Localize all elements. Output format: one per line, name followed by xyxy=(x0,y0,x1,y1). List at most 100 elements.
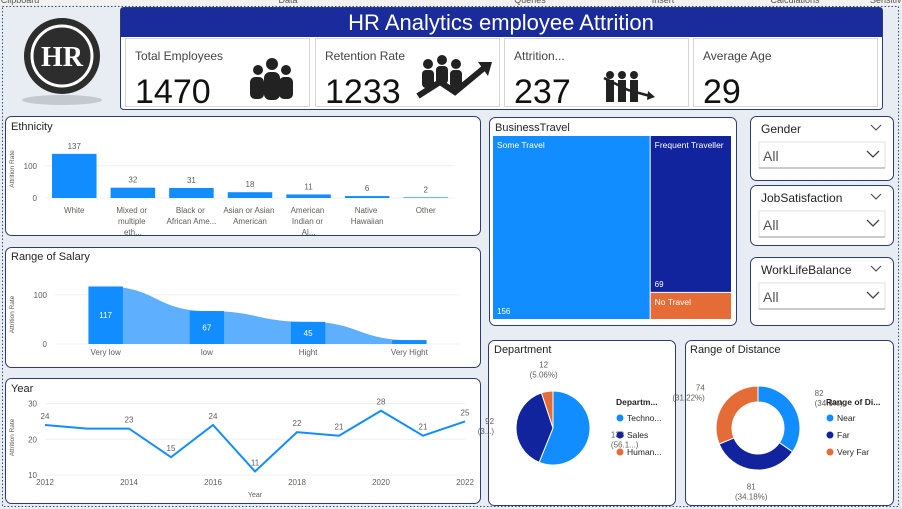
legend-swatch xyxy=(616,448,624,456)
data-label: 12 xyxy=(539,361,548,370)
data-label: 24 xyxy=(209,412,218,421)
slicer-chevron xyxy=(870,265,882,272)
slicer-dropdown xyxy=(758,282,886,310)
y-tick-label: 100 xyxy=(24,162,38,171)
slicer-chevron xyxy=(870,124,882,131)
data-label-percent: (5.06%) xyxy=(530,371,558,380)
kpi-card xyxy=(693,38,878,107)
data-label: 11 xyxy=(251,458,260,467)
legend-swatch xyxy=(826,448,834,456)
x-tick-label: Very low xyxy=(91,348,121,357)
ribbon-tab: Insert xyxy=(652,0,675,5)
y-tick-label: 30 xyxy=(28,400,37,409)
data-label: 45 xyxy=(304,329,313,338)
x-tick-label: Mixed or multiple eth... xyxy=(116,206,149,237)
data-label: 92 xyxy=(485,417,494,426)
kpi-label: Attrition... xyxy=(514,49,565,63)
legend-label: Far xyxy=(837,430,850,440)
y-tick-label: 100 xyxy=(34,291,48,300)
data-label: 22 xyxy=(293,419,302,428)
kpi-card xyxy=(504,38,689,107)
slicer-dropdown-chevron xyxy=(866,150,880,158)
icon-employees xyxy=(250,58,293,100)
x-tick-label: 2012 xyxy=(36,478,54,487)
data-label-percent: (34.6%) xyxy=(815,399,843,408)
y-axis-label: Attrition Rate xyxy=(9,295,16,333)
slicer-title: WorkLifeBalance xyxy=(761,263,852,277)
x-tick-label: Very Hight xyxy=(391,348,429,357)
bar xyxy=(110,187,156,198)
tile-value: 156 xyxy=(497,307,511,316)
data-label: 137 xyxy=(68,142,82,151)
ribbon-tab: Queries xyxy=(514,0,546,5)
year-panel xyxy=(5,378,481,504)
data-label: 81 xyxy=(747,483,756,492)
legend-label: Sales xyxy=(627,430,648,440)
logo-ring xyxy=(30,24,94,88)
slicer-value: All xyxy=(763,148,779,164)
slicer-chevron xyxy=(870,193,882,200)
ethnicity-panel xyxy=(5,116,481,236)
kpi-card xyxy=(315,38,500,107)
kpi-label: Retention Rate xyxy=(325,49,405,63)
legend-swatch xyxy=(616,414,624,422)
legend-label: Techno... xyxy=(627,413,662,423)
data-label-percent: (34.18%) xyxy=(735,493,768,502)
data-label: 11 xyxy=(304,182,313,191)
slice xyxy=(538,390,591,466)
chart-title: Department xyxy=(494,344,551,356)
data-label: 23 xyxy=(125,416,134,425)
data-label: 6 xyxy=(365,184,370,193)
kpi-value: 1470 xyxy=(135,73,211,111)
y-tick-label: 10 xyxy=(28,471,37,480)
ribbon-area xyxy=(105,286,410,344)
y-tick-label: 0 xyxy=(43,340,48,349)
ribbon-tab: Sensitivity xyxy=(870,0,902,5)
kpi-value: 237 xyxy=(514,73,571,111)
bar xyxy=(392,340,427,344)
legend-title: Range of Di... xyxy=(826,397,880,407)
data-label: 25 xyxy=(461,408,470,417)
bar xyxy=(290,321,326,344)
data-label: 18 xyxy=(246,180,255,189)
header-banner xyxy=(121,8,882,37)
legend-swatch xyxy=(616,431,624,439)
x-tick-label: 2016 xyxy=(204,478,222,487)
chart-title: BusinessTravel xyxy=(495,122,570,134)
data-label: 21 xyxy=(419,423,428,432)
chart-title: Range of Salary xyxy=(11,251,90,263)
slice xyxy=(515,392,554,463)
data-label: 31 xyxy=(187,176,196,185)
treemap-tile xyxy=(650,136,731,292)
data-label-percent: (3...) xyxy=(478,427,495,436)
data-label: 82 xyxy=(815,389,824,398)
kpi-label: Average Age xyxy=(703,49,772,63)
chart-title: Year xyxy=(11,383,34,395)
data-label: 117 xyxy=(99,311,112,320)
bar xyxy=(344,196,390,198)
data-label-percent: (31.22%) xyxy=(672,393,705,402)
tile-label: Frequent Traveller xyxy=(655,140,724,150)
data-label: 2 xyxy=(423,185,428,194)
data-label: 24 xyxy=(41,412,50,421)
bar xyxy=(88,286,123,344)
data-label: 15 xyxy=(167,444,176,453)
logo-outer xyxy=(24,18,100,94)
x-tick-label: 2014 xyxy=(120,478,138,487)
x-tick-label: low xyxy=(201,348,213,357)
x-tick-label: Asian or Asian American xyxy=(223,206,276,226)
bar xyxy=(52,153,97,198)
x-tick-label: Hight xyxy=(299,348,318,357)
line-series xyxy=(44,409,466,473)
data-label: 21 xyxy=(335,423,344,432)
y-tick-label: 0 xyxy=(33,194,38,203)
logo-shadow xyxy=(22,95,102,105)
bar xyxy=(227,192,273,198)
bar xyxy=(286,194,331,198)
data-label: 28 xyxy=(377,398,386,407)
ribbon-tab: Data xyxy=(278,0,297,5)
x-tick-label: Native Hawaiian xyxy=(351,206,384,226)
bar xyxy=(403,197,448,198)
data-label-percent: (56.1...) xyxy=(611,440,639,449)
bar xyxy=(189,311,225,344)
